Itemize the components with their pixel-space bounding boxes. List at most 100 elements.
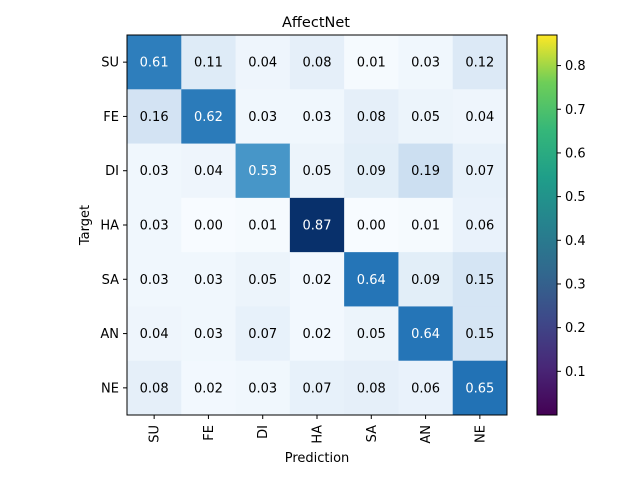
- heatmap-cell: [181, 252, 237, 307]
- x-tick-label: FE: [202, 425, 217, 441]
- colorbar-tick-label: 0.4: [565, 234, 586, 249]
- heatmap-cell: [127, 252, 182, 307]
- heatmap-cell: [181, 35, 237, 90]
- cell-value-label: 0.08: [357, 381, 386, 396]
- heatmap-cell: [127, 360, 182, 416]
- cell-value-label: 0.53: [248, 164, 277, 179]
- heatmap-cell: [344, 252, 399, 307]
- cell-value-label: 0.09: [357, 164, 386, 179]
- cell-value-label: 0.11: [194, 56, 223, 71]
- heatmap-cell: [452, 306, 508, 362]
- heatmap-cell: [344, 89, 399, 145]
- cell-value-label: 0.03: [411, 56, 440, 71]
- cell-value-label: 0.62: [194, 110, 223, 125]
- cell-value-label: 0.04: [248, 56, 277, 71]
- heatmap-cell: [181, 197, 237, 253]
- cell-value-label: 0.64: [357, 273, 386, 288]
- cell-value-label: 0.06: [465, 219, 494, 234]
- cell-value-label: 0.05: [357, 327, 386, 342]
- colorbar: [536, 34, 558, 416]
- heatmap-cell: [235, 143, 291, 199]
- cell-value-label: 0.08: [140, 381, 169, 396]
- cell-value-label: 0.08: [357, 110, 386, 125]
- colorbar-tick-label: 0.6: [565, 146, 586, 161]
- y-tick-label: FE: [103, 110, 119, 125]
- cell-value-label: 0.03: [303, 110, 332, 125]
- cell-value-label: 0.00: [194, 219, 223, 234]
- heatmap-cell: [289, 143, 345, 199]
- cell-value-label: 0.03: [140, 164, 169, 179]
- cell-value-label: 0.15: [465, 273, 494, 288]
- heatmap-cell: [344, 143, 399, 199]
- heatmap-cells: [127, 35, 508, 416]
- heatmap-cell: [127, 143, 182, 199]
- heatmap-cell: [452, 197, 508, 253]
- colorbar-tick-label: 0.1: [565, 365, 586, 380]
- heatmap-cell: [289, 306, 345, 362]
- x-axis-label: Prediction: [285, 451, 350, 466]
- cell-value-label: 0.03: [194, 273, 223, 288]
- heatmap-cell: [344, 306, 399, 362]
- y-tick-label: SA: [102, 273, 119, 288]
- heatmap-cell: [344, 35, 399, 90]
- heatmap-cell: [289, 89, 345, 145]
- cell-value-label: 0.01: [357, 56, 386, 71]
- cell-value-label: 0.09: [411, 273, 440, 288]
- cell-value-label: 0.12: [465, 56, 494, 71]
- x-tick-label: DI: [256, 425, 271, 439]
- cell-value-label: 0.03: [140, 219, 169, 234]
- heatmap-cell: [398, 197, 454, 253]
- colorbar-tick-label: 0.3: [565, 277, 586, 292]
- cell-value-label: 0.02: [303, 327, 332, 342]
- heatmap-cell: [235, 306, 291, 362]
- cell-value-label: 0.02: [194, 381, 223, 396]
- heatmap-cell: [235, 252, 291, 307]
- heatmap-cell: [181, 360, 237, 416]
- x-axis-ticks: SU FE DI HA SA AN NE: [148, 415, 488, 444]
- heatmap-cell: [127, 197, 182, 253]
- y-axis-ticks: SU FE DI HA SA AN NE: [100, 56, 127, 396]
- heatmap-cell: [398, 89, 454, 145]
- heatmap-cell: [344, 360, 399, 416]
- heatmap-cell: [235, 197, 291, 253]
- x-tick-label: AN: [419, 425, 434, 444]
- heatmap-cell: [452, 252, 508, 307]
- y-tick-label: AN: [100, 327, 119, 342]
- colorbar-tick-label: 0.2: [565, 321, 586, 336]
- cell-value-label: 0.04: [465, 110, 494, 125]
- chart-title: AffectNet: [282, 15, 350, 31]
- y-axis-label: Target: [78, 205, 93, 246]
- colorbar-ticks: 0.1 0.2 0.3 0.4 0.5 0.6 0.7 0.8: [557, 59, 586, 380]
- cell-value-label: 0.00: [357, 219, 386, 234]
- heatmap-cell: [398, 143, 454, 199]
- cell-value-label: 0.04: [140, 327, 169, 342]
- heatmap-cell: [452, 143, 508, 199]
- cell-value-label: 0.07: [248, 327, 277, 342]
- heatmap-cell: [181, 89, 237, 145]
- y-tick-label: SU: [101, 56, 119, 71]
- cell-value-label: 0.04: [194, 164, 223, 179]
- heatmap-cell: [235, 89, 291, 145]
- heatmap-cell: [398, 306, 454, 362]
- y-tick-label: HA: [100, 219, 119, 234]
- cell-value-label: 0.03: [140, 273, 169, 288]
- cell-value-label: 0.87: [303, 219, 332, 234]
- heatmap-cell: [452, 89, 508, 145]
- cell-value-label: 0.05: [411, 110, 440, 125]
- cell-value-label: 0.19: [411, 164, 440, 179]
- x-tick-label: NE: [473, 425, 488, 443]
- cell-value-label: 0.61: [140, 56, 169, 71]
- heatmap-cell: [289, 360, 345, 416]
- x-tick-label: SU: [148, 425, 163, 443]
- cell-value-label: 0.05: [248, 273, 277, 288]
- y-tick-label: DI: [105, 164, 119, 179]
- heatmap-cell: [181, 143, 237, 199]
- heatmap-cell: [127, 306, 182, 362]
- x-tick-label: HA: [311, 425, 326, 444]
- heatmap-cell: [452, 35, 508, 90]
- cell-value-label: 0.07: [465, 164, 494, 179]
- heatmap-cell: [398, 252, 454, 307]
- colorbar-tick-label: 0.5: [565, 190, 586, 205]
- heatmap-cell: [344, 197, 399, 253]
